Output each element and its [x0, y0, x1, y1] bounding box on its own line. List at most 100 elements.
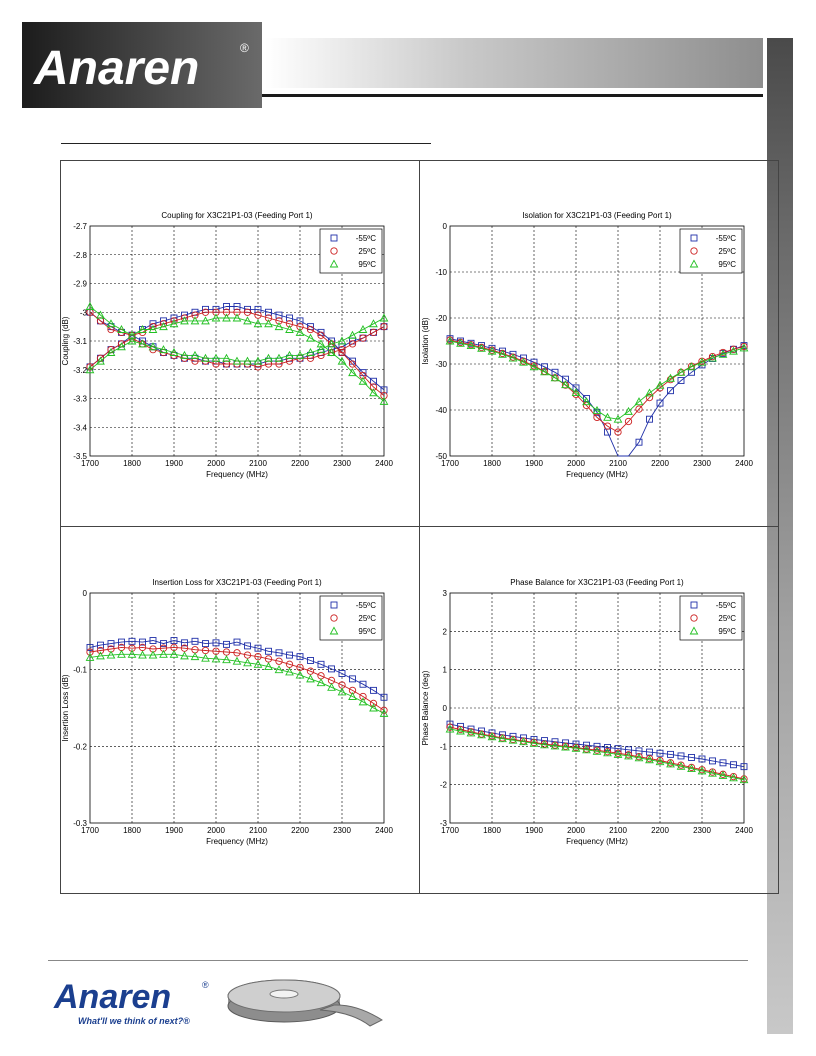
data-point: [254, 305, 262, 313]
data-point: [201, 653, 210, 662]
data-point: [593, 413, 601, 422]
data-point: [275, 311, 283, 319]
data-point: [296, 317, 304, 325]
data-point: [106, 319, 116, 328]
data-point: [698, 755, 706, 763]
charts-divider-vertical: [419, 160, 420, 894]
x-tick-label: 1800: [123, 459, 141, 468]
isolation-chart: 1700 1800 1900 2000 2100 2200 2300 2400 0 -10 -20 -…: [421, 211, 753, 479]
data-point: [127, 336, 137, 345]
data-point: [190, 652, 200, 661]
y-tick-label: -3.5: [73, 452, 87, 461]
data-point: [498, 349, 507, 358]
data-point: [719, 348, 727, 357]
y-tick-label: -50: [435, 452, 447, 461]
data-point: [223, 303, 230, 310]
y-tick-label: -3.4: [73, 423, 87, 432]
data-point: [285, 350, 294, 359]
data-point: [348, 340, 357, 348]
series-line: [449, 339, 745, 433]
data-point: [359, 371, 367, 380]
series-line: [89, 317, 385, 371]
data-point: [148, 324, 158, 333]
data-point: [624, 406, 633, 415]
data-point: [190, 350, 200, 359]
y-tick-label: 0: [443, 222, 448, 231]
series-triangle: [85, 649, 389, 717]
data-point: [253, 319, 263, 328]
data-point: [148, 650, 158, 659]
data-point: [317, 331, 325, 339]
data-point: [317, 351, 325, 360]
data-point: [718, 770, 728, 779]
data-point: [708, 768, 717, 777]
x-tick-label: 1700: [441, 459, 459, 468]
y-tick-label: -1: [440, 742, 448, 751]
data-point: [306, 347, 315, 356]
series-triangle: [445, 336, 749, 423]
y-tick-label: -0.3: [73, 819, 87, 828]
data-point: [740, 763, 748, 771]
data-point: [540, 740, 549, 749]
legend: -55ºC 25ºC 95ºC: [679, 228, 743, 274]
x-tick-label: 1800: [483, 459, 501, 468]
data-point: [359, 680, 367, 688]
y-tick-label: -2.7: [73, 222, 87, 231]
data-point: [348, 691, 357, 700]
data-point: [487, 732, 497, 741]
data-point: [718, 349, 728, 358]
x-tick-label: 1800: [483, 826, 501, 835]
x-tick-label: 1900: [525, 826, 543, 835]
data-point: [338, 345, 346, 354]
x-tick-label: 2400: [375, 826, 393, 835]
data-point: [138, 650, 147, 659]
data-point: [232, 356, 242, 365]
data-point: [264, 662, 273, 671]
data-point: [369, 699, 378, 708]
legend: -55ºC 25ºC 95ºC: [679, 595, 743, 641]
coupling-chart: 1700 1800 1900 2000 2100 2200 2300 2400 -2.7 -2.8…: [61, 211, 393, 479]
data-point: [550, 741, 560, 750]
y-tick-label: -3.1: [73, 337, 87, 346]
legend-marker: [690, 614, 698, 622]
y-tick-label: -3: [80, 308, 88, 317]
data-point: [655, 757, 665, 766]
series-line: [449, 723, 745, 768]
data-point: [603, 422, 612, 430]
charts-divider-horizontal: [60, 526, 779, 527]
data-point: [285, 667, 294, 676]
y-tick-label: 1: [443, 666, 448, 675]
x-tick-label: 2200: [291, 826, 309, 835]
data-point: [274, 665, 284, 674]
data-point: [275, 657, 283, 665]
footer-tagline: What'll we think of next?®: [78, 1016, 190, 1026]
x-tick-label: 2100: [249, 826, 267, 835]
data-point: [316, 345, 326, 354]
data-point: [222, 360, 231, 368]
data-point: [97, 641, 104, 649]
data-point: [285, 324, 294, 333]
x-tick-label: 1700: [441, 826, 459, 835]
y-axis-label: Isolation (dB): [421, 317, 430, 364]
data-point: [624, 417, 633, 426]
chart-title: Coupling for X3C21P1-03 (Feeding Port 1): [161, 211, 313, 220]
data-point: [253, 659, 263, 668]
x-tick-label: 2100: [249, 459, 267, 468]
data-point: [613, 414, 623, 423]
data-point: [85, 301, 95, 310]
section-title-rule: [61, 143, 431, 144]
legend-marker: [330, 234, 338, 242]
data-point: [530, 358, 538, 366]
data-point: [379, 313, 389, 322]
data-point: [337, 356, 347, 365]
data-point: [729, 346, 738, 355]
data-point: [583, 741, 590, 749]
data-point: [211, 654, 221, 663]
y-axis-label: Phase Balance (deg): [421, 670, 430, 745]
x-tick-label: 2100: [609, 826, 627, 835]
series-line: [449, 340, 745, 420]
data-point: [243, 658, 252, 667]
legend: -55ºC 25ºC 95ºC: [319, 228, 383, 274]
legend-label: 95ºC: [358, 627, 376, 636]
data-point: [359, 692, 367, 701]
